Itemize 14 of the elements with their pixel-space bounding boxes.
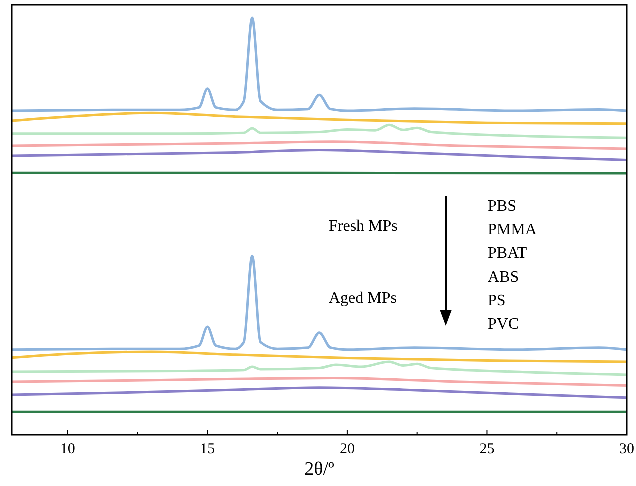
x-tick-label: 25 — [480, 442, 495, 458]
annotation: Aged MPs — [329, 290, 398, 307]
x-axis-title: 2θ/º — [304, 459, 334, 480]
x-tick-label: 10 — [60, 442, 76, 458]
x-tick-label: 30 — [620, 442, 634, 458]
annotation: PBS — [488, 198, 516, 215]
annotation: PS — [488, 292, 506, 310]
annotation: Fresh MPs — [329, 218, 398, 235]
annotation: PMMA — [488, 222, 538, 239]
annotation: ABS — [488, 268, 520, 286]
annotation: PBAT — [488, 245, 528, 262]
annotation: PVC — [488, 316, 520, 333]
x-tick-label: 20 — [340, 442, 355, 458]
x-tick-label: 15 — [200, 442, 216, 458]
